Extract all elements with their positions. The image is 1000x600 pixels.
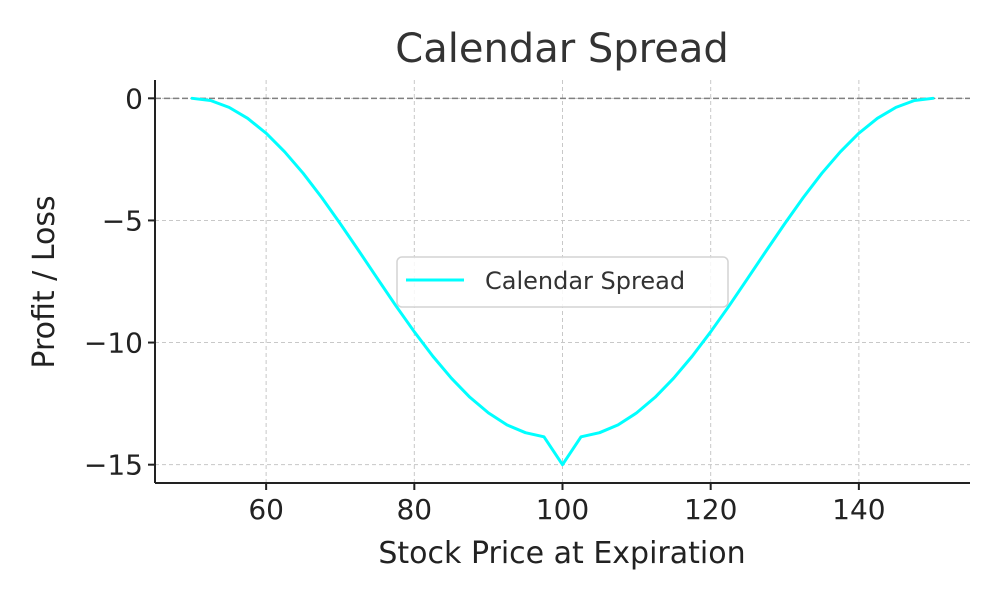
x-tick-label: 120 <box>684 493 737 526</box>
y-tick-label: −15 <box>84 449 143 482</box>
x-tick-label: 100 <box>536 493 589 526</box>
legend-label: Calendar Spread <box>485 267 685 295</box>
y-tick-label: −5 <box>102 204 143 237</box>
y-tick-label: 0 <box>125 82 143 115</box>
x-tick-label: 80 <box>396 493 432 526</box>
series-layer <box>190 96 935 467</box>
series-line <box>190 96 935 467</box>
x-axis-label: Stock Price at Expiration <box>378 536 745 571</box>
legend: Calendar Spread <box>396 256 729 308</box>
chart-title: Calendar Spread <box>395 26 728 72</box>
x-tick-label: 140 <box>832 493 885 526</box>
legend-frame <box>396 256 729 308</box>
y-axis-label: Profit / Loss <box>27 195 62 368</box>
y-tick-label: −10 <box>84 327 143 360</box>
y-ticks: 0 −5 −10 −15 <box>84 82 155 482</box>
x-tick-label: 60 <box>248 493 284 526</box>
x-ticks: 60 80 100 120 140 <box>248 483 886 526</box>
